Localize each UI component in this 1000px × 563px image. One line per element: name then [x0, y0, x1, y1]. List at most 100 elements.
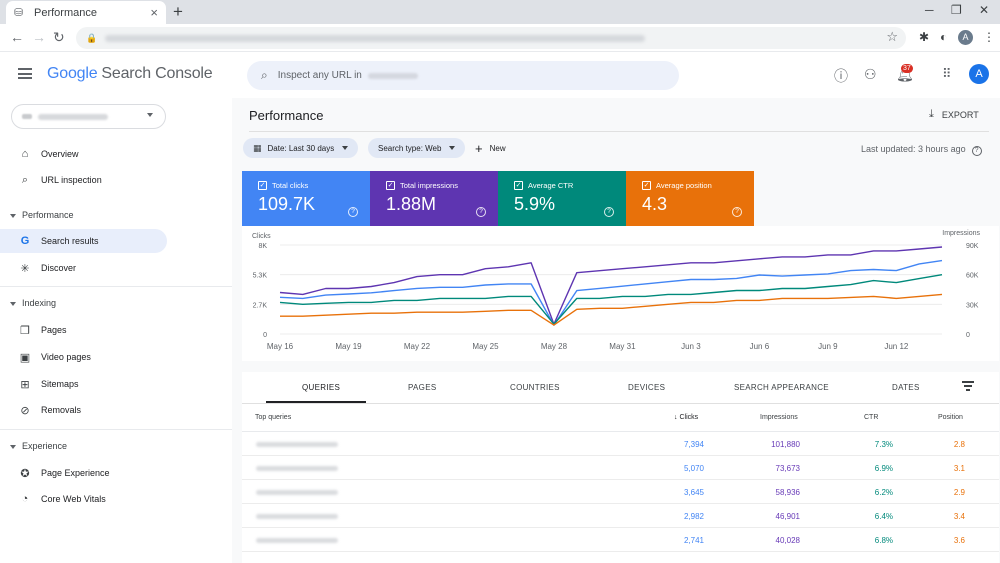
cell-impressions: 58,936	[775, 488, 800, 497]
sidebar-item-video-pages[interactable]: ▣ Video pages	[0, 345, 167, 369]
cell-position: 2.8	[953, 440, 965, 449]
help-icon[interactable]: ?	[971, 146, 982, 156]
tab-queries[interactable]: QUERIES	[302, 383, 341, 392]
search-console-logo[interactable]: Google Search Console	[47, 65, 213, 83]
calendar-icon: ▦	[253, 142, 262, 153]
minimize-icon[interactable]: ─	[925, 3, 934, 17]
performance-chart[interactable]: 8K 90K 5.3K 60K 2.7K 30K 0 0 Clicks Impressions Ma…	[242, 226, 999, 361]
series-line-average-position	[280, 293, 943, 326]
cell-ctr: 7.3%	[874, 440, 893, 449]
sidebar-item-core-web-vitals[interactable]: ◔ Core Web Vitals	[0, 487, 167, 511]
back-icon[interactable]: ←	[10, 29, 24, 45]
sitemap-icon: ⊞	[20, 378, 30, 391]
help-icon[interactable]: ⓘ	[834, 68, 848, 84]
metric-card-clicks[interactable]: ✓ Total clicks 109.7K ?	[242, 171, 370, 226]
sidebar-item-sitemaps[interactable]: ⊞ Sitemaps	[0, 372, 167, 396]
google-apps-grid-icon[interactable]: ⠿	[942, 66, 952, 81]
right-axis-tick-label: 0	[966, 332, 970, 339]
collapse-arrow-icon	[10, 213, 16, 218]
sidebar-section-indexing[interactable]: Indexing	[0, 298, 232, 308]
query-text-blurred	[256, 466, 338, 471]
checkbox-checked-icon[interactable]: ✓	[642, 181, 651, 190]
tab-pages[interactable]: PAGES	[408, 383, 437, 392]
chrome-menu-icon[interactable]: ⋮	[983, 30, 995, 44]
property-selector[interactable]	[11, 104, 166, 129]
sidebar-item-removals[interactable]: ⊘ Removals	[0, 398, 167, 422]
metric-card-ctr[interactable]: ✓ Average CTR 5.9% ?	[498, 171, 626, 226]
tab-countries[interactable]: COUNTRIES	[510, 383, 560, 392]
sidebar-item-pages[interactable]: ❐ Pages	[0, 318, 167, 342]
query-text-blurred	[256, 538, 338, 543]
help-icon[interactable]: ?	[348, 207, 358, 217]
last-updated-label: Last updated: 3 hours ago	[861, 144, 966, 154]
table-header: Top queries ↓ Clicks Impressions CTR Pos…	[242, 404, 999, 432]
restore-icon[interactable]: ❐	[951, 3, 962, 17]
sidebar-section-experience[interactable]: Experience	[0, 441, 232, 451]
collapse-arrow-icon	[10, 301, 16, 306]
table-row[interactable]: 7,394 101,880 7.3% 2.8	[242, 432, 999, 456]
extensions-icon[interactable]: ✱	[919, 30, 930, 44]
main-content: Performance ⤓ EXPORT ▦ Date: Last 30 day…	[232, 98, 1000, 563]
sidebar-section-performance[interactable]: Performance	[0, 210, 232, 220]
bookmark-star-icon[interactable]: ☆	[886, 29, 898, 44]
close-window-icon[interactable]: ✕	[979, 3, 990, 17]
metric-value: 1.88M	[386, 194, 437, 214]
tab-search-appearance[interactable]: SEARCH APPEARANCE	[734, 383, 829, 392]
checkbox-checked-icon[interactable]: ✓	[514, 181, 523, 190]
close-tab-icon[interactable]: ×	[150, 5, 158, 20]
help-icon[interactable]: ?	[604, 207, 614, 217]
column-header-position[interactable]: Position	[938, 414, 963, 421]
series-line-average-ctr	[279, 274, 943, 325]
manage-users-icon[interactable]: ⚇	[864, 66, 877, 82]
metric-card-position[interactable]: ✓ Average position 4.3 ?	[626, 171, 754, 226]
property-name-blurred	[367, 72, 418, 79]
url-text	[105, 34, 646, 42]
hamburger-menu-icon[interactable]	[18, 68, 32, 79]
search-type-filter-chip[interactable]: Search type: Web	[368, 138, 466, 158]
url-inspection-search[interactable]: ⌕ Inspect any URL in	[247, 61, 679, 90]
new-filter-button[interactable]: + New	[475, 141, 506, 156]
metric-value: 4.3	[642, 194, 668, 214]
account-avatar[interactable]: A	[969, 64, 989, 84]
table-row[interactable]: 5,070 73,673 6.9% 3.1	[242, 456, 999, 480]
sidebar-item-search-results[interactable]: G Search results	[0, 229, 167, 253]
new-tab-icon[interactable]: +	[173, 2, 183, 21]
metric-value: 109.7K	[258, 194, 316, 214]
column-header-impressions[interactable]: Impressions	[760, 414, 798, 421]
left-axis-tick-label: 0	[263, 332, 267, 339]
query-text-blurred	[256, 442, 338, 447]
tab-devices[interactable]: DEVICES	[628, 383, 666, 392]
column-header-clicks[interactable]: ↓ Clicks	[674, 414, 698, 421]
sidebar-item-url-inspection[interactable]: ⌕ URL inspection	[0, 168, 167, 192]
x-axis-tick-label: May 28	[541, 342, 568, 351]
browser-tab[interactable]: ⛁ Performance ×	[6, 1, 166, 24]
active-tab-indicator	[266, 401, 366, 403]
metric-card-impressions[interactable]: ✓ Total impressions 1.88M ?	[370, 171, 498, 226]
sidebar-item-overview[interactable]: ⌂ Overview	[0, 142, 167, 166]
plus-icon: +	[475, 141, 483, 156]
gauge-icon: ◔	[21, 493, 29, 505]
sidebar-item-page-experience[interactable]: ✪ Page Experience	[0, 461, 167, 485]
checkbox-checked-icon[interactable]: ✓	[258, 181, 267, 190]
column-header-ctr[interactable]: CTR	[864, 414, 879, 421]
export-button[interactable]: ⤓ EXPORT	[929, 108, 979, 121]
filter-rows-icon[interactable]	[962, 381, 974, 391]
address-bar[interactable]: 🔒 ☆	[76, 27, 906, 49]
reload-icon[interactable]: ↻	[53, 29, 65, 45]
table-row[interactable]: 2,741 40,028 6.8% 3.6	[242, 528, 999, 552]
extension-circle-icon[interactable]: ◐	[940, 30, 948, 44]
sidebar-item-label: Overview	[41, 149, 79, 159]
cell-position: 3.6	[953, 536, 965, 545]
chrome-profile-avatar[interactable]: A	[958, 30, 973, 45]
sidebar-item-label: Core Web Vitals	[41, 494, 106, 504]
sidebar-item-discover[interactable]: ✳ Discover	[0, 256, 167, 280]
table-row[interactable]: 3,645 58,936 6.2% 2.9	[242, 480, 999, 504]
help-icon[interactable]: ?	[476, 207, 486, 217]
column-header-top-queries[interactable]: Top queries	[255, 414, 292, 421]
forward-icon[interactable]: →	[32, 29, 46, 45]
checkbox-checked-icon[interactable]: ✓	[386, 181, 395, 190]
help-icon[interactable]: ?	[732, 207, 742, 217]
tab-dates[interactable]: DATES	[892, 383, 920, 392]
table-row[interactable]: 2,982 46,901 6.4% 3.4	[242, 504, 999, 528]
date-filter-chip[interactable]: ▦ Date: Last 30 days	[243, 138, 359, 158]
